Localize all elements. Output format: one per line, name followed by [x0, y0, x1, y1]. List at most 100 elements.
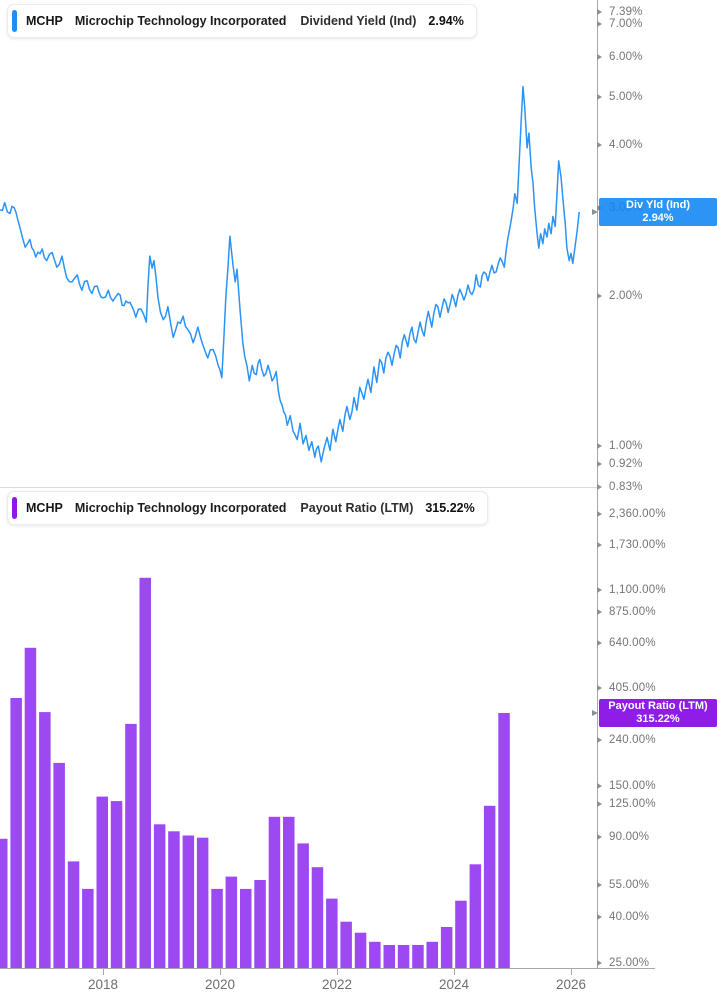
payout-ratio-bar: [268, 816, 281, 968]
tick-arrow-icon: [597, 483, 602, 490]
pane-divider: [0, 487, 597, 488]
payout-ratio-bar: [340, 921, 352, 968]
payout-ratio-bar: [67, 861, 80, 968]
payout-ratio-bar: [412, 945, 424, 968]
x-axis-tick: [337, 969, 338, 975]
metric-value: 315.22%: [425, 501, 475, 515]
dividend-yield-chart[interactable]: [0, 0, 597, 487]
y-axis-tick: 240.00%: [597, 734, 656, 746]
tick-arrow-icon: [597, 801, 602, 808]
payout-ratio-bar: [383, 945, 395, 968]
dividend-yield-legend[interactable]: MCHP Microchip Technology Incorporated D…: [7, 4, 477, 38]
payout-ratio-bar: [168, 831, 180, 968]
tick-arrow-icon: [597, 93, 602, 100]
tick-arrow-icon: [597, 685, 602, 692]
payout-ratio-chart[interactable]: [0, 487, 597, 968]
tick-arrow-icon: [597, 9, 602, 15]
div-yield-value-badge[interactable]: Div Yld (Ind) 2.94%: [599, 198, 717, 226]
payout-ratio-bar: [354, 932, 367, 968]
x-tick-label: 2024: [438, 977, 470, 992]
tick-arrow-icon: [597, 640, 602, 647]
ticker-symbol: MCHP: [26, 501, 63, 515]
payout-ratio-bar: [369, 941, 381, 968]
x-axis-tick: [571, 969, 572, 975]
tick-arrow-icon: [597, 54, 602, 61]
tick-arrow-icon: [597, 443, 602, 449]
y-tick-label: 125.00%: [609, 798, 656, 811]
x-tick-label: 2020: [204, 977, 236, 992]
badge-value: 315.22%: [636, 713, 680, 725]
y-axis-tick: 1,730.00%: [597, 539, 666, 551]
ticker-symbol: MCHP: [26, 14, 63, 28]
y-tick-label: 7.00%: [609, 17, 643, 30]
y-axis-tick: 4.00%: [597, 139, 643, 151]
y-tick-label: 4.00%: [609, 139, 643, 152]
payout-ratio-bar: [297, 843, 309, 968]
legend-accent-bar: [12, 497, 17, 519]
y-tick-label: 640.00%: [609, 637, 656, 650]
tick-arrow-icon: [597, 461, 602, 468]
y-axis-tick: 1.00%: [597, 440, 643, 452]
tick-arrow-icon: [597, 960, 602, 966]
payout-ratio-bar: [326, 898, 338, 968]
tick-arrow-icon: [597, 542, 602, 548]
x-axis-tick: [103, 969, 104, 975]
y-tick-label: 875.00%: [609, 606, 656, 619]
payout-ratio-bar: [125, 723, 137, 968]
badge-pointer-icon: [592, 208, 598, 215]
payout-ratio-legend[interactable]: MCHP Microchip Technology Incorporated P…: [7, 491, 488, 525]
y-tick-label: 0.92%: [609, 458, 643, 471]
y-axis-tick: 0.83%: [597, 481, 643, 493]
y-axis-tick: 1,100.00%: [597, 584, 666, 596]
payout-ratio-bar: [110, 801, 123, 968]
y-axis-tick: 7.00%: [597, 18, 643, 30]
y-tick-label: 1,100.00%: [609, 583, 666, 596]
y-axis-tick: 640.00%: [597, 637, 656, 649]
payout-ratio-bar: [426, 941, 438, 968]
payout-ratio-bar: [483, 805, 496, 968]
payout-ratio-bar: [139, 577, 151, 968]
tick-arrow-icon: [597, 292, 602, 299]
y-tick-label: 2,360.00%: [609, 508, 666, 521]
tick-arrow-icon: [597, 736, 602, 743]
y-axis-tick: 0.92%: [597, 458, 643, 470]
y-tick-label: 7.39%: [609, 6, 643, 18]
payout-ratio-bar: [283, 816, 295, 968]
y-axis-tick: 5.00%: [597, 91, 643, 103]
y-axis-tick: 875.00%: [597, 606, 656, 618]
x-tick-label: 2026: [555, 977, 587, 992]
payout-ratio-value-badge[interactable]: Payout Ratio (LTM) 315.22%: [599, 699, 717, 727]
y-tick-label: 150.00%: [609, 780, 656, 793]
y-axis-tick: 7.39%: [597, 6, 643, 18]
y-axis-tick: 2,360.00%: [597, 508, 666, 520]
y-tick-label: 240.00%: [609, 733, 656, 746]
payout-ratio-bar: [10, 698, 22, 968]
payout-ratio-bar: [498, 713, 510, 968]
payout-ratio-bar: [211, 888, 223, 968]
y-axis-tick: 405.00%: [597, 682, 656, 694]
payout-ratio-bar: [397, 945, 410, 968]
dividend-yield-line: [0, 85, 580, 463]
x-axis-tick: [220, 969, 221, 975]
tick-arrow-icon: [597, 882, 602, 889]
y-axis-tick: 2.00%: [597, 290, 643, 302]
payout-ratio-bar: [24, 647, 37, 968]
legend-accent-bar: [12, 10, 17, 32]
tick-arrow-icon: [597, 511, 602, 518]
payout-ratio-bar: [82, 888, 94, 968]
metric-name: Payout Ratio (LTM): [300, 501, 414, 515]
x-axis-tick: [454, 969, 455, 975]
payout-ratio-bar: [182, 835, 195, 968]
y-tick-label: 1.00%: [609, 440, 643, 452]
y-tick-label: 55.00%: [609, 879, 650, 892]
tick-arrow-icon: [597, 609, 602, 616]
y-axis-tick: 6.00%: [597, 51, 643, 63]
payout-ratio-bar: [196, 837, 209, 968]
y-axis-tick: 40.00%: [597, 911, 649, 923]
tick-arrow-icon: [597, 833, 602, 840]
y-tick-label: 90.00%: [609, 830, 650, 843]
y-tick-label: 2.00%: [609, 289, 643, 302]
badge-pointer-icon: [592, 709, 598, 716]
payout-ratio-bar: [225, 876, 238, 968]
